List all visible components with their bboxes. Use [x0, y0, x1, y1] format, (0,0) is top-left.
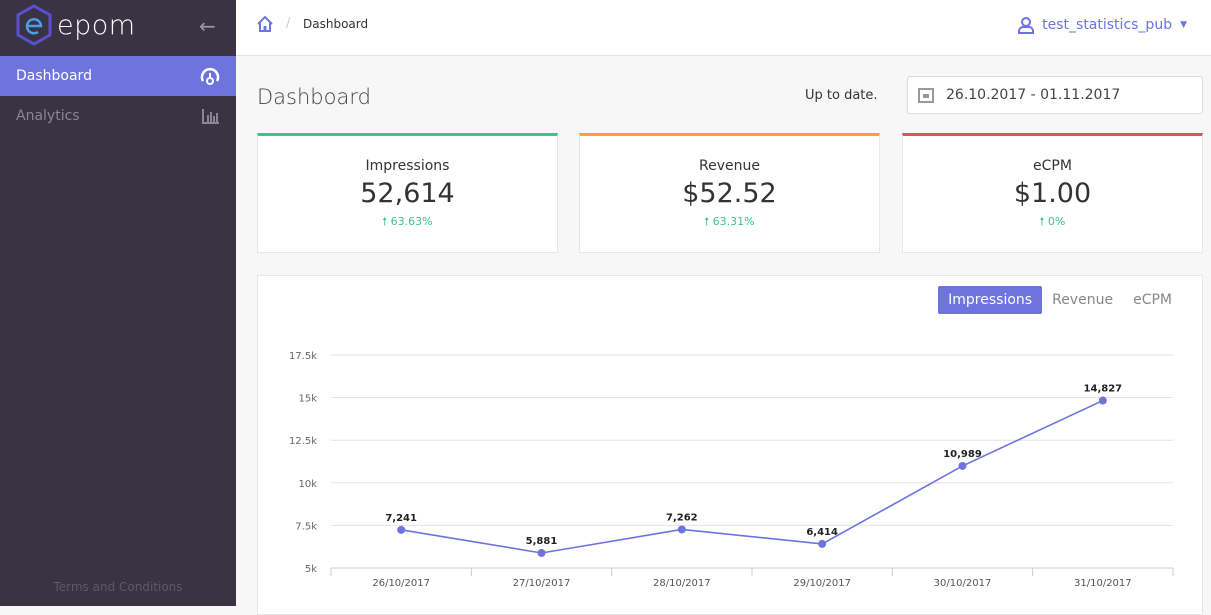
ecpm-card: eCPM $1.00 🠕 0%	[902, 133, 1203, 253]
impressions-card: Impressions 52,614 🠕 63.63%	[257, 133, 558, 253]
revenue-card: Revenue $52.52 🠕 63.31%	[579, 133, 880, 253]
breadcrumb-current: Dashboard	[303, 17, 369, 31]
status-text: Up to date.	[805, 88, 878, 103]
date-range-picker[interactable]: 26.10.2017 - 01.11.2017	[907, 76, 1203, 114]
y-tick-label: 12.5k	[289, 436, 317, 447]
tab-impressions[interactable]: Impressions	[938, 286, 1043, 314]
y-tick-label: 5k	[305, 564, 317, 575]
home-icon[interactable]	[256, 15, 274, 33]
collapse-sidebar-arrow-icon[interactable]: ←	[199, 14, 216, 38]
card-label: Impressions	[365, 158, 450, 174]
change-value: 0%	[1047, 215, 1066, 228]
x-tick-label: 31/10/2017	[1074, 578, 1132, 589]
data-label: 6,414	[806, 527, 838, 538]
arrow-up-icon: 🠕	[1039, 215, 1045, 228]
data-label: 7,262	[666, 512, 698, 523]
tab-revenue[interactable]: Revenue	[1052, 292, 1114, 308]
arrow-up-icon: 🠕	[704, 215, 710, 228]
breadcrumb-separator: /	[286, 16, 291, 31]
page-title: Dashboard	[257, 85, 371, 109]
card-change: 🠕 0%	[903, 213, 1202, 232]
data-point	[537, 548, 546, 557]
series-line	[401, 399, 1104, 554]
sidebar: epom ← Dashboard Analytics Terms and Con…	[0, 0, 236, 606]
x-tick-label: 27/10/2017	[513, 578, 571, 589]
data-point	[1098, 396, 1107, 405]
brand-name: epom	[57, 9, 136, 41]
card-label: eCPM	[1033, 158, 1072, 174]
data-label: 14,827	[1084, 384, 1123, 395]
y-tick-label: 17.5k	[289, 351, 317, 362]
x-tick-label: 29/10/2017	[793, 578, 851, 589]
data-label: 7,241	[385, 513, 417, 524]
sidebar-item-label: Dashboard	[16, 68, 92, 84]
change-value: 63.63%	[390, 215, 433, 228]
terms-link[interactable]: Terms and Conditions	[53, 580, 183, 594]
date-range-value: 26.10.2017 - 01.11.2017	[946, 87, 1121, 103]
chart-panel: Impressions Revenue eCPM 5k 7.5k 10k 12.5k 1…	[257, 275, 1203, 615]
card-value: $52.52	[682, 178, 777, 209]
gauge-icon	[200, 67, 220, 85]
chevron-down-icon: ▼	[1180, 20, 1187, 30]
card-change: 🠕 63.63%	[258, 213, 557, 232]
top-bar: / Dashboard test_statistics_pub ▼	[236, 0, 1211, 56]
x-tick-label: 26/10/2017	[372, 578, 430, 589]
y-tick-label: 15k	[298, 394, 317, 405]
data-label: 5,881	[526, 536, 558, 547]
card-change: 🠕 63.31%	[580, 213, 879, 232]
sidebar-item-dashboard[interactable]: Dashboard	[0, 56, 236, 96]
card-value: $1.00	[1013, 178, 1092, 209]
tab-ecpm[interactable]: eCPM	[1133, 292, 1172, 308]
data-point	[818, 539, 827, 548]
sidebar-item-label: Analytics	[16, 108, 80, 124]
card-label: Revenue	[699, 158, 760, 174]
impressions-line-chart: 5k 7.5k 10k 12.5k 15k 17.5k 26/10/2017 27/10/20…	[289, 351, 1174, 589]
data-point	[397, 525, 406, 534]
epom-logo-icon	[16, 4, 52, 46]
card-value: 52,614	[360, 178, 455, 209]
y-tick-label: 7.5k	[295, 521, 317, 532]
data-label: 10,989	[943, 449, 982, 460]
logo[interactable]: epom	[15, 4, 136, 46]
x-tick-label: 30/10/2017	[934, 578, 992, 589]
bar-chart-icon	[202, 109, 219, 124]
change-value: 63.31%	[712, 215, 755, 228]
data-point	[677, 525, 686, 534]
sidebar-item-analytics[interactable]: Analytics	[0, 96, 236, 136]
arrow-up-icon: 🠕	[382, 215, 388, 228]
data-point	[958, 461, 967, 470]
username: test_statistics_pub	[1042, 17, 1173, 33]
x-tick-label: 28/10/2017	[653, 578, 711, 589]
y-tick-label: 10k	[298, 479, 317, 490]
user-menu[interactable]: test_statistics_pub ▼	[1018, 16, 1187, 34]
calendar-icon	[918, 88, 934, 103]
chart-tabs: Impressions Revenue eCPM	[938, 286, 1182, 314]
user-icon	[1018, 17, 1035, 34]
